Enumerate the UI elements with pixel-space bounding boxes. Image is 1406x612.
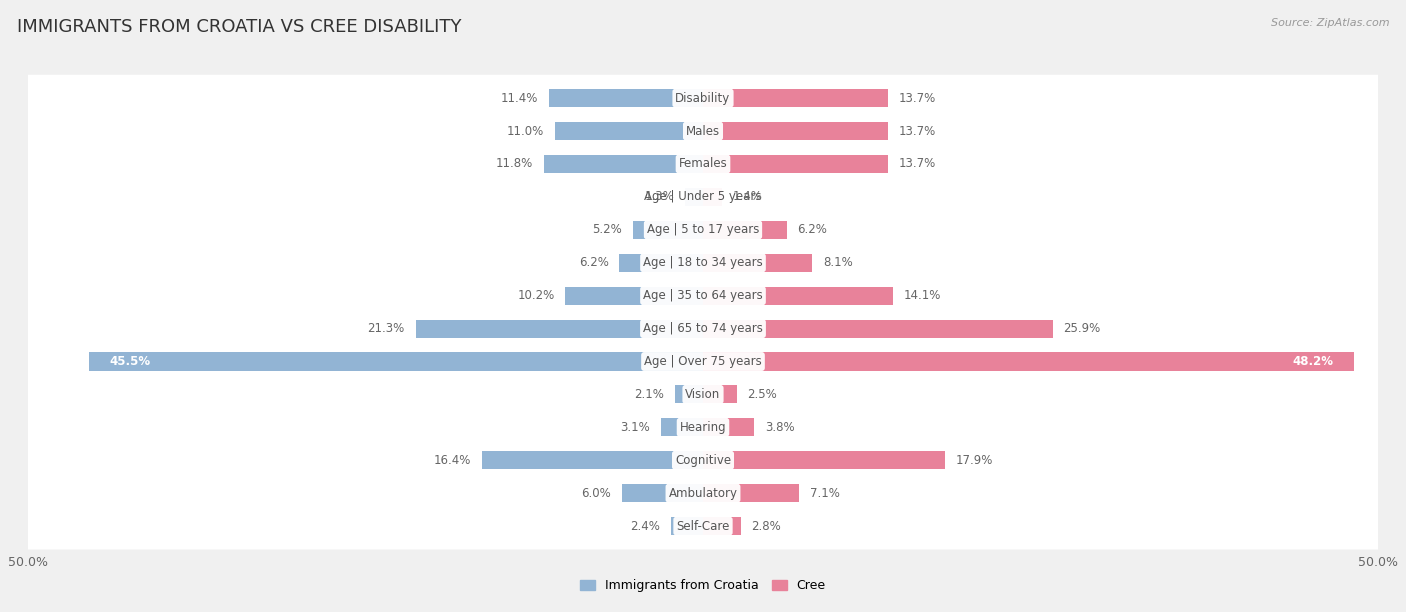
Text: 11.4%: 11.4% [501,92,538,105]
Text: 6.0%: 6.0% [582,487,612,499]
Text: 17.9%: 17.9% [956,453,993,467]
Text: 13.7%: 13.7% [898,157,936,171]
Bar [703,89,889,107]
FancyBboxPatch shape [24,239,1382,286]
Text: Age | 18 to 34 years: Age | 18 to 34 years [643,256,763,269]
Text: Age | 5 to 17 years: Age | 5 to 17 years [647,223,759,236]
Text: 2.8%: 2.8% [752,520,782,532]
Text: Females: Females [679,157,727,171]
Text: 48.2%: 48.2% [1292,355,1333,368]
Bar [703,484,799,502]
Bar [703,286,893,305]
Bar [89,353,703,370]
FancyBboxPatch shape [24,502,1382,550]
Bar [703,386,737,403]
Text: 6.2%: 6.2% [797,223,827,236]
Text: 6.2%: 6.2% [579,256,609,269]
Text: 16.4%: 16.4% [433,453,471,467]
Text: 11.0%: 11.0% [506,125,544,138]
Text: 21.3%: 21.3% [367,322,405,335]
FancyBboxPatch shape [24,338,1382,385]
Text: IMMIGRANTS FROM CROATIA VS CREE DISABILITY: IMMIGRANTS FROM CROATIA VS CREE DISABILI… [17,18,461,36]
Bar [619,254,703,272]
Bar [661,418,703,436]
FancyBboxPatch shape [24,108,1382,154]
Text: 7.1%: 7.1% [810,487,839,499]
Bar [703,188,721,206]
Bar [544,155,703,173]
Text: 11.8%: 11.8% [496,157,533,171]
Text: Self-Care: Self-Care [676,520,730,532]
Bar [671,517,703,535]
Text: 2.4%: 2.4% [630,520,659,532]
Bar [554,122,703,140]
Text: Source: ZipAtlas.com: Source: ZipAtlas.com [1271,18,1389,28]
Bar [565,286,703,305]
Text: 3.1%: 3.1% [620,421,651,434]
Bar [703,254,813,272]
Text: 1.4%: 1.4% [733,190,762,203]
Text: 25.9%: 25.9% [1063,322,1101,335]
Text: 2.5%: 2.5% [748,388,778,401]
Bar [550,89,703,107]
Bar [621,484,703,502]
Bar [703,353,1354,370]
FancyBboxPatch shape [24,470,1382,517]
Text: Age | 65 to 74 years: Age | 65 to 74 years [643,322,763,335]
Bar [703,319,1053,338]
Bar [416,319,703,338]
Bar [703,221,787,239]
Text: Ambulatory: Ambulatory [668,487,738,499]
Text: 8.1%: 8.1% [823,256,853,269]
Text: Age | 35 to 64 years: Age | 35 to 64 years [643,289,763,302]
Bar [686,188,703,206]
Bar [633,221,703,239]
Text: Males: Males [686,125,720,138]
Text: Age | Over 75 years: Age | Over 75 years [644,355,762,368]
FancyBboxPatch shape [24,371,1382,418]
Text: 45.5%: 45.5% [110,355,150,368]
Text: 10.2%: 10.2% [517,289,554,302]
FancyBboxPatch shape [24,404,1382,450]
FancyBboxPatch shape [24,174,1382,220]
FancyBboxPatch shape [24,75,1382,122]
Bar [703,122,889,140]
Bar [703,155,889,173]
Text: Hearing: Hearing [679,421,727,434]
Text: Age | Under 5 years: Age | Under 5 years [644,190,762,203]
Bar [703,418,754,436]
Legend: Immigrants from Croatia, Cree: Immigrants from Croatia, Cree [575,574,831,597]
Text: Vision: Vision [685,388,721,401]
Text: 5.2%: 5.2% [592,223,621,236]
Text: 13.7%: 13.7% [898,92,936,105]
Bar [703,517,741,535]
FancyBboxPatch shape [24,206,1382,253]
FancyBboxPatch shape [24,437,1382,483]
FancyBboxPatch shape [24,305,1382,352]
Text: Disability: Disability [675,92,731,105]
Text: 14.1%: 14.1% [904,289,942,302]
FancyBboxPatch shape [24,272,1382,319]
Bar [703,451,945,469]
Text: 1.3%: 1.3% [645,190,675,203]
Text: Cognitive: Cognitive [675,453,731,467]
Text: 3.8%: 3.8% [765,421,794,434]
Bar [675,386,703,403]
FancyBboxPatch shape [24,141,1382,187]
Text: 2.1%: 2.1% [634,388,664,401]
Bar [482,451,703,469]
Text: 13.7%: 13.7% [898,125,936,138]
